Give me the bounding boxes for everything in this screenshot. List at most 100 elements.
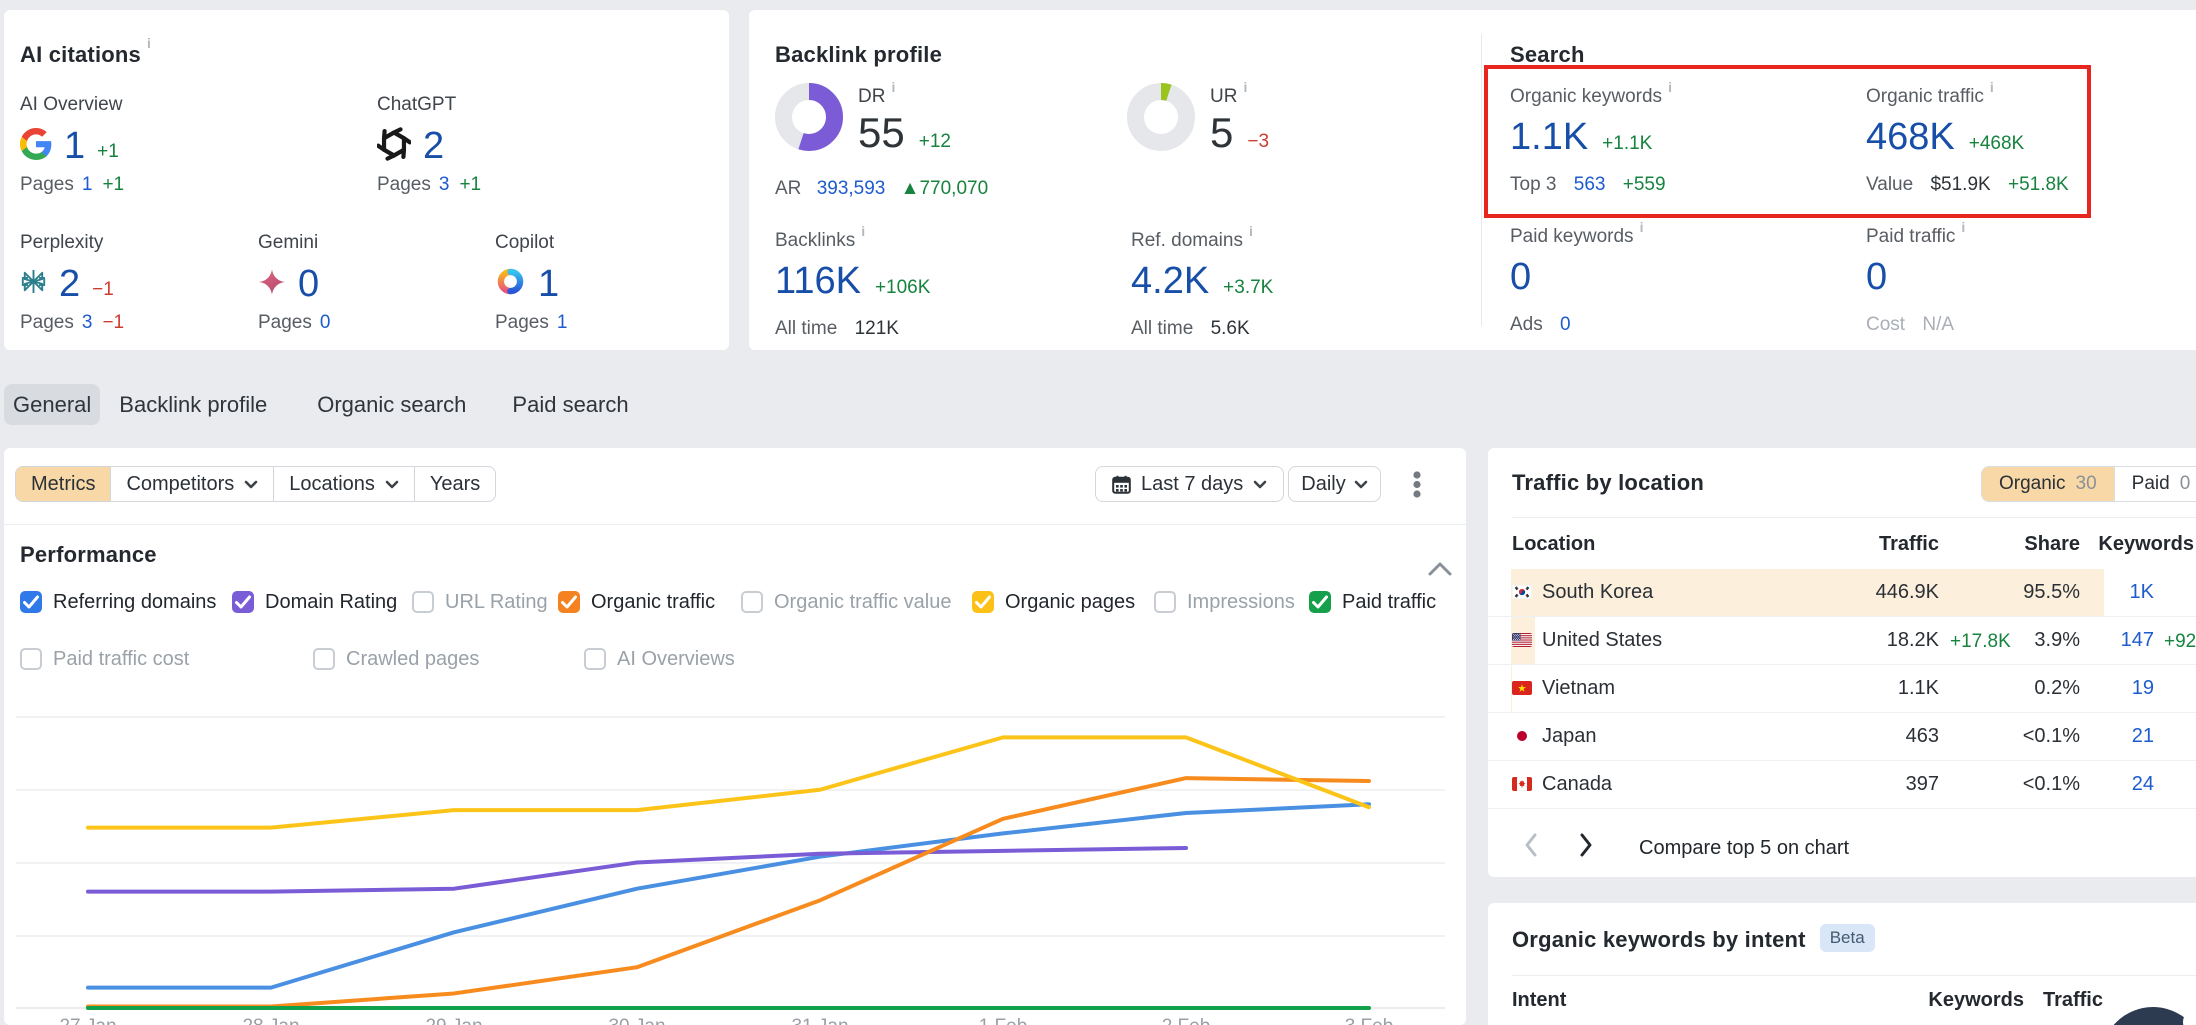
perplexity-label: Perplexity: [20, 232, 104, 253]
chevron-down-icon: [244, 480, 258, 488]
compare-top5-button[interactable]: Compare top 5 on chart: [1639, 837, 1850, 859]
checkbox-impressions[interactable]: Impressions: [1154, 590, 1295, 614]
table-row-japan[interactable]: Japan 463 <0.1% 21: [1488, 713, 2196, 761]
toggle-paid[interactable]: Paid 0: [2113, 467, 2196, 501]
organic-keywords-label: Organic keywords: [1510, 86, 1663, 107]
flag-vietnam-icon: [1512, 681, 1532, 695]
pages-count: 3: [81, 312, 93, 333]
ar-value[interactable]: 393,593: [816, 178, 886, 199]
chatgpt-icon: [376, 126, 412, 166]
checkbox-domain-rating[interactable]: Domain Rating: [232, 590, 397, 614]
column-traffic[interactable]: Traffic: [2042, 989, 2103, 1011]
years-button[interactable]: Years: [413, 467, 495, 501]
paid-traffic-value[interactable]: 0: [1866, 256, 1888, 298]
ai-citation-gemini: Gemini 0 Pages 0: [258, 232, 488, 333]
share-value: 3.9%: [2034, 629, 2080, 651]
section-divider: [1512, 517, 2196, 518]
beta-badge: Beta: [1819, 924, 1875, 952]
ads-value[interactable]: 0: [1560, 314, 1571, 335]
gemini-count: 0: [298, 263, 320, 305]
info-icon[interactable]: i: [1668, 79, 1672, 95]
granularity-button[interactable]: Daily: [1288, 466, 1381, 502]
keywords-delta: +92: [2164, 631, 2196, 652]
paid-traffic-label: Paid traffic: [1866, 226, 1956, 247]
overview-tabs: General Backlink profile Organic search …: [4, 384, 645, 425]
info-icon[interactable]: i: [146, 35, 151, 51]
table-row-vietnam[interactable]: Vietnam 1.1K 0.2% 19: [1488, 665, 2196, 713]
keywords-value[interactable]: 21: [2131, 725, 2154, 747]
checkbox-paid-traffic-cost[interactable]: Paid traffic cost: [20, 647, 189, 671]
backlinks-value[interactable]: 116K: [775, 260, 861, 302]
location-name: Japan: [1542, 725, 1597, 747]
checkbox-crawled-pages[interactable]: Crawled pages: [313, 647, 479, 671]
column-share[interactable]: Share: [2024, 533, 2080, 555]
info-icon[interactable]: i: [891, 79, 896, 95]
ur-value: 5: [1210, 109, 1234, 156]
traffic-delta: +17.8K: [1950, 631, 2011, 652]
chart-line-organic-pages: [86, 735, 1371, 830]
dr-value: 55: [858, 109, 905, 156]
highlight-rectangle: [1484, 65, 2091, 218]
collapse-chevron-up-icon[interactable]: [1428, 562, 1452, 576]
ai-overview-delta: +1: [97, 141, 119, 162]
toggle-organic[interactable]: Organic 30: [1982, 467, 2114, 501]
tab-general[interactable]: General: [4, 384, 101, 425]
tab-paid-search[interactable]: Paid search: [512, 391, 629, 417]
more-options-button[interactable]: [1412, 471, 1422, 499]
column-keywords[interactable]: Keywords: [1928, 989, 2024, 1011]
ref-domains-value[interactable]: 4.2K: [1131, 260, 1210, 302]
ai-citations-card: AI citations i AI Overview 1 +1 Pages 1 +1: [4, 10, 729, 350]
info-icon[interactable]: i: [1248, 223, 1253, 239]
locations-button[interactable]: Locations: [273, 467, 414, 501]
tab-backlink-profile[interactable]: Backlink profile: [119, 391, 268, 417]
value-label: Value: [1866, 174, 1914, 195]
column-intent[interactable]: Intent: [1512, 989, 1567, 1011]
traffic-by-location-card: Traffic by location Organic 30 Paid 0 Loca…: [1488, 448, 2196, 877]
keywords-value[interactable]: 24: [2131, 773, 2154, 795]
column-traffic[interactable]: Traffic: [1878, 533, 1939, 555]
keywords-value[interactable]: 1K: [2129, 581, 2154, 603]
column-keywords[interactable]: Keywords: [2098, 533, 2194, 555]
organic-traffic-value[interactable]: 468K: [1866, 116, 1955, 158]
checkbox-organic-pages[interactable]: Organic pages: [972, 590, 1135, 614]
checkbox-label: Impressions: [1187, 590, 1295, 613]
traffic-value: 397: [1905, 773, 1939, 795]
prev-page-button[interactable]: [1523, 832, 1539, 858]
organic-keywords-value[interactable]: 1.1K: [1510, 116, 1589, 158]
granularity-label: Daily: [1301, 472, 1346, 495]
next-page-button[interactable]: [1578, 832, 1594, 858]
ref-domains-label: Ref. domains: [1131, 230, 1243, 251]
keywords-value[interactable]: 19: [2131, 677, 2154, 699]
share-value: <0.1%: [2022, 773, 2080, 795]
info-icon[interactable]: i: [1989, 79, 1994, 95]
top3-value[interactable]: 563: [1573, 174, 1606, 195]
table-row-canada[interactable]: Canada 397 <0.1% 24: [1488, 761, 2196, 809]
tab-organic-search[interactable]: Organic search: [317, 391, 467, 417]
organic-traffic-label: Organic traffic: [1866, 86, 1984, 107]
chart-line-referring-domains: [86, 802, 1371, 990]
date-range-button[interactable]: Last 7 days: [1095, 466, 1285, 502]
checkbox-organic-traffic[interactable]: Organic traffic: [558, 590, 715, 614]
performance-line-chart[interactable]: 27 Jan 28 Jan 29 Jan 30 Jan 31 Jan 1 Feb 2 Feb…: [4, 660, 1466, 1025]
info-icon[interactable]: i: [1639, 219, 1644, 235]
chevron-down-icon: [385, 480, 399, 488]
keywords-value[interactable]: 147: [2120, 629, 2154, 651]
copilot-label: Copilot: [495, 232, 555, 253]
info-icon[interactable]: i: [861, 223, 866, 239]
backlink-profile-title: Backlink profile: [775, 42, 943, 67]
competitors-button[interactable]: Competitors: [110, 467, 273, 501]
info-icon[interactable]: i: [1243, 79, 1248, 95]
checkbox-organic-traffic-value[interactable]: Organic traffic value: [741, 590, 952, 614]
paid-keywords-value[interactable]: 0: [1510, 256, 1532, 298]
column-location[interactable]: Location: [1512, 533, 1596, 555]
info-icon[interactable]: i: [1961, 219, 1966, 235]
checkbox-paid-traffic[interactable]: Paid traffic: [1309, 590, 1436, 614]
location-name: South Korea: [1542, 581, 1654, 603]
checkbox-ai-overviews[interactable]: AI Overviews: [584, 647, 735, 671]
checkbox-referring-domains[interactable]: Referring domains: [20, 590, 216, 614]
table-row-united-states[interactable]: United States 18.2K +17.8K 3.9% 147 +92: [1488, 617, 2196, 665]
checkbox-url-rating[interactable]: URL Rating: [412, 590, 548, 614]
metrics-button[interactable]: Metrics: [16, 467, 111, 501]
table-row-south-korea[interactable]: South Korea 446.9K 95.5% 1K: [1488, 569, 2196, 617]
pages-delta: −1: [102, 312, 125, 333]
